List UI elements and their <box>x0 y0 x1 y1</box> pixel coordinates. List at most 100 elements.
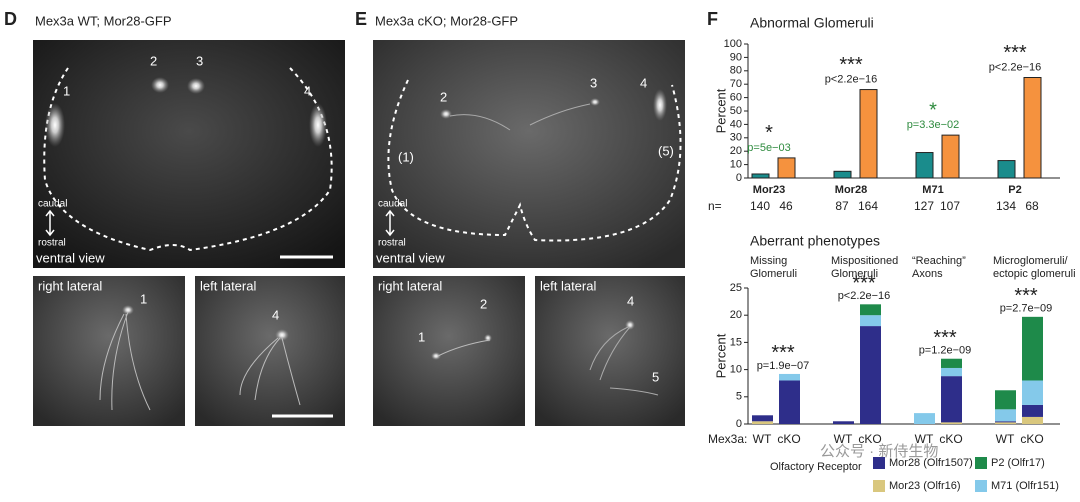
group-label: Microglomeruli/ <box>993 255 1069 267</box>
n-value: 140 <box>750 199 770 213</box>
inset-title: left lateral <box>540 278 596 293</box>
p-value: p=3.3e−02 <box>907 119 960 131</box>
bar-segment <box>860 315 881 327</box>
legend-label: Mor28 (Olfr1507) <box>889 457 973 469</box>
legend-swatch <box>873 480 885 492</box>
significance: *** <box>771 342 795 364</box>
axis-label: rostral <box>38 238 66 249</box>
x-tick-label: Mor28 <box>835 184 867 196</box>
bar-segment <box>752 421 773 424</box>
glomerulus <box>187 78 205 94</box>
bar-segment <box>1022 380 1043 405</box>
label: (5) <box>658 143 674 158</box>
x-tick-label: WT <box>834 432 853 446</box>
bar <box>915 152 934 179</box>
bar-segment <box>941 422 962 424</box>
label: 4 <box>627 293 634 308</box>
label: 1 <box>418 329 425 344</box>
glomerulus <box>440 109 452 119</box>
glomerulus <box>122 305 134 315</box>
panel-letter: F <box>707 9 718 29</box>
p-value: p<2.2e−16 <box>838 290 891 302</box>
label: 3 <box>196 53 203 68</box>
inset-title: left lateral <box>200 278 256 293</box>
panel-title: Mex3a cKO; Mor28-GFP <box>375 13 518 28</box>
axis-label: caudal <box>378 199 407 210</box>
n-value: 107 <box>940 199 960 213</box>
chart-title: Aberrant phenotypes <box>750 233 880 249</box>
bar-segment <box>995 422 1016 424</box>
y-tick-label: 50 <box>730 105 742 117</box>
bar-segment <box>941 376 962 423</box>
micrograph <box>33 40 345 268</box>
label: 2 <box>440 89 447 104</box>
axis-label: caudal <box>38 199 67 210</box>
glomerulus <box>653 89 667 121</box>
bar-segment <box>752 415 773 422</box>
x-tick-label: cKO <box>858 432 881 446</box>
bar <box>1023 77 1042 179</box>
bar-segment <box>941 358 962 368</box>
significance: * <box>929 99 937 121</box>
n-value: 87 <box>835 199 849 213</box>
y-tick-label: 100 <box>724 38 742 50</box>
micrograph <box>535 276 685 426</box>
significance: *** <box>1003 42 1027 64</box>
group-label: Axons <box>912 268 943 280</box>
p-value: p<2.2e−16 <box>989 61 1042 73</box>
group-label: ectopic glomeruli <box>993 268 1076 280</box>
label: 5 <box>652 369 659 384</box>
arrow <box>385 209 395 237</box>
legend-label: M71 (Olfr151) <box>991 480 1059 492</box>
bar-segment <box>779 380 800 424</box>
panel-title: Mex3a WT; Mor28-GFP <box>35 13 172 28</box>
significance: *** <box>852 273 876 295</box>
p-value: p=5e−03 <box>747 142 790 154</box>
arrow <box>45 209 55 237</box>
axons <box>239 337 301 406</box>
glomerulus <box>275 329 289 341</box>
glomerulus <box>151 77 169 93</box>
p-value: p=1.2e−09 <box>919 345 972 357</box>
significance: *** <box>1014 285 1038 307</box>
x-tick-label: WT <box>753 432 772 446</box>
watermark: 公众号 · 新侍生物 <box>820 443 938 460</box>
label: 4 <box>304 83 311 98</box>
axis-label: rostral <box>378 238 406 249</box>
bar <box>941 134 960 179</box>
group-label: Glomeruli <box>831 268 878 280</box>
micrograph <box>33 276 185 426</box>
y-tick-label: 80 <box>730 65 742 77</box>
label: 2 <box>150 53 157 68</box>
x-tick-label: WT <box>996 432 1015 446</box>
p-value: p=1.9e−07 <box>757 360 810 372</box>
y-tick-label: 20 <box>730 309 742 321</box>
label: 4 <box>640 75 647 90</box>
significance: *** <box>839 54 863 76</box>
inset-title: right lateral <box>378 278 442 293</box>
legend-swatch <box>975 457 987 469</box>
n-value: 127 <box>914 199 934 213</box>
n-label: n= <box>708 199 722 213</box>
axons <box>589 326 659 396</box>
n-value: 164 <box>858 199 878 213</box>
x-tick-label: Mor23 <box>753 184 785 196</box>
legend-label: P2 (Olfr17) <box>991 457 1045 469</box>
bar-segment <box>914 413 935 424</box>
label: (1) <box>398 149 414 164</box>
n-value: 46 <box>779 199 793 213</box>
bar-segment <box>860 326 881 424</box>
axons <box>99 311 151 411</box>
n-value: 134 <box>996 199 1016 213</box>
bar <box>997 160 1016 179</box>
x-axis-label: Mex3a: <box>708 432 747 446</box>
panel-letter: E <box>355 9 367 29</box>
x-tick-label: M71 <box>922 184 943 196</box>
y-tick-label: 10 <box>730 364 742 376</box>
label: 1 <box>140 291 147 306</box>
bar-segment <box>941 367 962 377</box>
legend-swatch <box>873 457 885 469</box>
label: 3 <box>590 75 597 90</box>
group-label: Mispositioned <box>831 255 898 267</box>
